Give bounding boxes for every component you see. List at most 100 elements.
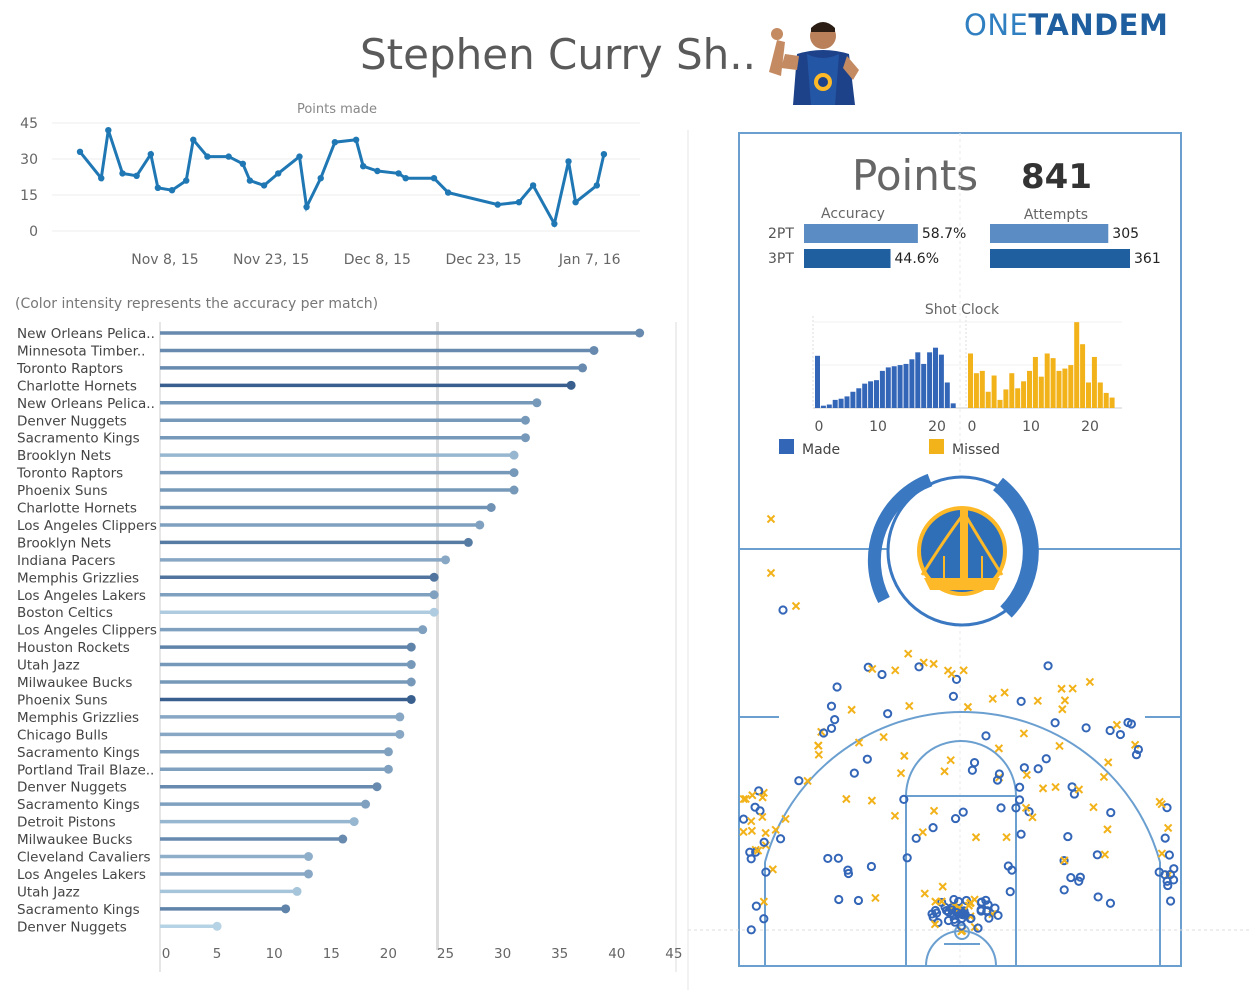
line-data-point[interactable] xyxy=(374,167,381,175)
lollipop-head[interactable] xyxy=(406,677,416,687)
line-data-point[interactable] xyxy=(494,201,501,208)
line-data-point[interactable] xyxy=(551,220,558,227)
lollipop-head[interactable] xyxy=(589,345,599,355)
made-shot-marker xyxy=(830,715,840,725)
made-shot-marker xyxy=(834,894,844,905)
made-shot-marker xyxy=(1160,870,1170,880)
lollipop-head[interactable] xyxy=(509,485,519,495)
line-data-point[interactable] xyxy=(317,175,324,182)
lollipop-head[interactable] xyxy=(509,468,519,478)
line-data-point[interactable] xyxy=(147,151,154,158)
lollipop-head[interactable] xyxy=(429,607,439,617)
lollipop-head[interactable] xyxy=(383,747,393,757)
line-data-point[interactable] xyxy=(133,172,140,179)
made-shot-marker xyxy=(899,794,909,804)
lollipop-head[interactable] xyxy=(406,660,416,670)
line-data-point[interactable] xyxy=(225,153,232,160)
made-shot-marker xyxy=(953,896,964,907)
made-shot-marker xyxy=(1165,896,1176,906)
line-data-point[interactable] xyxy=(183,177,190,184)
lollipop-head[interactable] xyxy=(509,450,519,460)
line-data-point[interactable] xyxy=(246,177,254,184)
line-data-point[interactable] xyxy=(260,182,268,189)
lollipop-head[interactable] xyxy=(520,415,530,425)
lollipop-head[interactable] xyxy=(303,869,313,879)
made-shot-marker xyxy=(933,917,943,928)
lollipop-head[interactable] xyxy=(418,625,428,635)
lollipop-category-label: Cleveland Cavaliers xyxy=(17,850,151,866)
line-data-point[interactable] xyxy=(444,189,452,196)
lollipop-head[interactable] xyxy=(372,782,382,792)
attempts-bar xyxy=(990,249,1130,268)
lollipop-head[interactable] xyxy=(635,328,645,338)
missed-shot-marker xyxy=(1157,799,1166,809)
made-shot-marker xyxy=(993,910,1003,921)
points-label: Points xyxy=(852,151,978,200)
line-data-point[interactable] xyxy=(515,199,523,206)
line-data-point[interactable] xyxy=(119,170,126,177)
made-shot-marker xyxy=(1019,763,1029,773)
made-shot-marker xyxy=(947,902,957,913)
lollipop-head[interactable] xyxy=(532,398,542,408)
line-data-point[interactable] xyxy=(593,182,601,189)
lollipop-head[interactable] xyxy=(566,380,576,390)
lollipop-head[interactable] xyxy=(212,921,222,931)
line-data-point[interactable] xyxy=(303,203,310,211)
lollipop-head[interactable] xyxy=(395,729,405,739)
lollipop-head[interactable] xyxy=(429,590,439,600)
made-shot-marker xyxy=(819,728,829,738)
line-data-point[interactable] xyxy=(572,199,579,206)
missed-shot-marker xyxy=(1060,696,1070,705)
lollipop-head[interactable] xyxy=(441,555,450,565)
line-data-point[interactable] xyxy=(360,163,367,170)
line-data-point[interactable] xyxy=(600,151,608,158)
lollipop-head[interactable] xyxy=(429,572,439,582)
made-shot-marker xyxy=(853,895,864,906)
made-shot-marker xyxy=(911,833,921,843)
line-data-point[interactable] xyxy=(105,127,112,134)
lollipop-head[interactable] xyxy=(406,642,416,652)
missed-shot-marker xyxy=(1051,782,1060,792)
line-data-point[interactable] xyxy=(76,148,84,155)
missed-shot-marker xyxy=(1130,740,1140,749)
line-data-point[interactable] xyxy=(430,175,438,182)
line-data-point[interactable] xyxy=(275,170,282,177)
lollipop-head[interactable] xyxy=(383,764,393,774)
lollipop-head[interactable] xyxy=(361,799,371,809)
line-data-point[interactable] xyxy=(565,158,572,165)
line-data-point[interactable] xyxy=(168,187,176,194)
missed-shot-marker xyxy=(747,816,756,826)
lollipop-head[interactable] xyxy=(303,852,313,861)
lollipop-head[interactable] xyxy=(463,537,473,547)
lollipop-head[interactable] xyxy=(349,817,359,827)
line-data-point[interactable] xyxy=(98,175,105,182)
lollipop-head[interactable] xyxy=(578,363,588,373)
lollipop-category-label: Milwaukee Bucks xyxy=(17,675,132,691)
line-data-point[interactable] xyxy=(204,153,211,160)
made-shot-marker xyxy=(1059,885,1069,895)
line-data-point[interactable] xyxy=(154,184,162,191)
line-data-point[interactable] xyxy=(296,153,303,160)
line-data-point[interactable] xyxy=(190,136,197,143)
line-data-point[interactable] xyxy=(331,139,339,146)
missed-shot-marker xyxy=(868,664,877,674)
lollipop-head[interactable] xyxy=(475,520,485,530)
line-data-point[interactable] xyxy=(395,170,402,177)
line-data-point[interactable] xyxy=(402,175,409,182)
line-data-point[interactable] xyxy=(529,182,537,189)
missed-shot-marker xyxy=(1157,849,1167,858)
made-shot-marker xyxy=(949,909,959,920)
lollipop-head[interactable] xyxy=(486,503,496,512)
lollipop-head[interactable] xyxy=(338,834,348,844)
lollipop-head[interactable] xyxy=(395,712,405,722)
lollipop-head[interactable] xyxy=(406,694,416,704)
made-shot-marker xyxy=(994,769,1004,779)
lollipop-head[interactable] xyxy=(520,433,530,443)
made-shot-marker xyxy=(949,894,959,905)
made-shot-marker xyxy=(1162,876,1172,886)
lollipop-head[interactable] xyxy=(292,886,302,896)
line-data-point[interactable] xyxy=(352,136,360,143)
shot-clock-bar-missed xyxy=(1097,382,1103,408)
line-data-point[interactable] xyxy=(239,160,247,167)
lollipop-head[interactable] xyxy=(281,904,291,914)
